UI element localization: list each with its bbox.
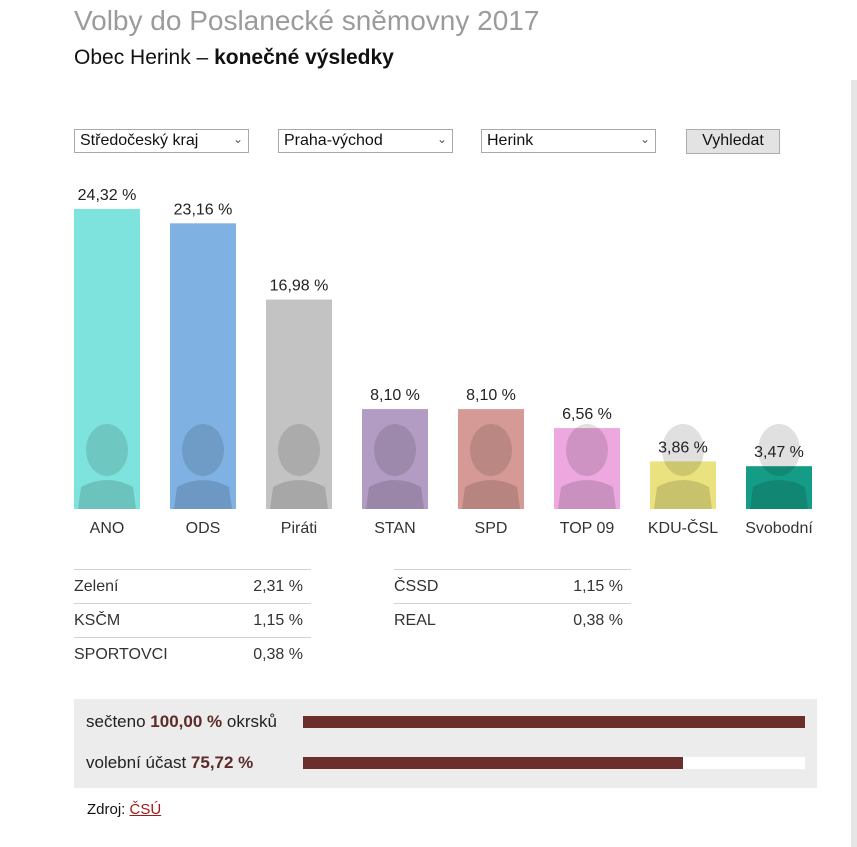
bar-value-label: 3,47 % [754, 444, 804, 461]
region-select[interactable]: Středočeský kraj ⌄ [74, 129, 249, 153]
source-label: Zdroj: [87, 801, 126, 818]
chevron-down-icon: ⌄ [639, 132, 650, 146]
district-select-value: Praha-východ [284, 132, 383, 149]
bar-value-label: 16,98 % [270, 278, 329, 295]
party-bar [458, 409, 524, 509]
page-title: Volby do Poslanecké sněmovny 2017 [74, 5, 540, 36]
turnout-label: volební účast 75,72 % [86, 753, 253, 773]
bar-category-label: ODS [186, 520, 221, 537]
party-bar [650, 461, 716, 509]
party-bar [746, 466, 812, 509]
municipality-select-value: Herink [487, 132, 534, 149]
candidate-head-icon [470, 424, 512, 476]
bar-value-label: 3,86 % [658, 439, 708, 456]
party-bar-group: 23,16 % ODS [170, 201, 236, 537]
minor-party-name: SPORTOVCI [74, 646, 168, 663]
minor-parties-left: Zelení 2,31 % KSČM 1,15 % SPORTOVCI 0,38… [74, 569, 311, 671]
party-bar [266, 299, 332, 509]
counting-status-panel: sečteno 100,00 % okrsků volební účast 75… [74, 699, 817, 788]
bar-value-label: 8,10 % [370, 387, 420, 404]
candidate-portrait-icon [366, 480, 424, 509]
minor-party-value: 0,38 % [253, 646, 303, 663]
bar-value-label: 6,56 % [562, 406, 612, 423]
minor-party-name: REAL [394, 612, 436, 629]
candidate-portrait-icon [270, 480, 328, 509]
counted-progress-fill [303, 716, 805, 728]
district-select[interactable]: Praha-východ ⌄ [278, 129, 453, 153]
minor-party-name: KSČM [74, 612, 121, 629]
source-line: Zdroj: ČSÚ [87, 801, 161, 818]
minor-party-row: REAL 0,38 % [394, 603, 631, 637]
turnout-prefix: volební účast [86, 753, 187, 772]
counted-value: 100,00 % [150, 712, 223, 731]
party-bar-group: 8,10 % STAN [362, 387, 428, 537]
minor-party-value: 1,15 % [253, 612, 303, 629]
page-edge-divider [851, 80, 857, 847]
candidate-head-icon [86, 424, 128, 476]
region-select-value: Středočeský kraj [80, 132, 199, 149]
candidate-head-icon [566, 424, 608, 476]
source-link[interactable]: ČSÚ [129, 801, 162, 818]
candidate-portrait-icon [174, 480, 232, 509]
party-bar-group: 24,32 % ANO [74, 187, 140, 537]
minor-party-name: Zelení [74, 578, 119, 595]
candidate-portrait-icon [78, 480, 136, 509]
minor-parties-right: ČSSD 1,15 % REAL 0,38 % [394, 569, 631, 637]
page-subtitle: Obec Herink – konečné výsledky [74, 46, 394, 70]
bar-category-label: ANO [90, 520, 125, 537]
party-bar-group: 6,56 % TOP 09 [554, 406, 620, 537]
counted-progress-track [303, 716, 805, 728]
counted-label: sečteno 100,00 % okrsků [86, 712, 277, 732]
party-bar-group: 8,10 % SPD [458, 387, 524, 537]
candidate-head-icon [758, 424, 800, 476]
bar-category-label: Piráti [281, 520, 317, 537]
minor-party-name: ČSSD [394, 578, 439, 595]
party-bar [74, 209, 140, 509]
bar-value-label: 8,10 % [466, 387, 516, 404]
party-bar [554, 428, 620, 509]
counted-suffix: okrsků [226, 712, 277, 731]
party-bar-group: 16,98 % Piráti [266, 278, 332, 537]
bar-value-label: 23,16 % [174, 201, 233, 218]
turnout-value: 75,72 % [190, 753, 254, 772]
candidate-head-icon [662, 424, 704, 476]
minor-party-row: ČSSD 1,15 % [394, 569, 631, 603]
bar-category-label: STAN [374, 520, 415, 537]
municipality-select[interactable]: Herink ⌄ [481, 129, 656, 153]
minor-party-row: Zelení 2,31 % [74, 569, 311, 603]
minor-party-value: 1,15 % [573, 578, 623, 595]
subtitle-status: konečné výsledky [214, 46, 394, 69]
party-bar [170, 223, 236, 509]
minor-party-value: 2,31 % [253, 578, 303, 595]
candidate-portrait-icon [654, 480, 712, 509]
chevron-down-icon: ⌄ [232, 132, 243, 146]
party-bar [362, 409, 428, 509]
candidate-portrait-icon [462, 480, 520, 509]
turnout-progress-track [303, 757, 805, 769]
party-bar-group: 3,86 % KDU-ČSL [648, 424, 718, 537]
chevron-down-icon: ⌄ [436, 132, 447, 146]
subtitle-place: Obec Herink – [74, 46, 215, 69]
counted-prefix: sečteno [86, 712, 146, 731]
bar-category-label: TOP 09 [560, 520, 615, 537]
candidate-portrait-icon [558, 480, 616, 509]
turnout-progress-fill [303, 757, 684, 769]
minor-party-row: KSČM 1,15 % [74, 603, 311, 637]
candidate-head-icon [278, 424, 320, 476]
candidate-head-icon [374, 424, 416, 476]
minor-party-value: 0,38 % [573, 612, 623, 629]
minor-party-row: SPORTOVCI 0,38 % [74, 637, 311, 671]
results-bar-chart: 24,32 % ANO 23,16 % ODS 16,98 % Piráti 8,10 % S… [74, 187, 813, 537]
bar-value-label: 24,32 % [78, 187, 137, 204]
search-button[interactable]: Vyhledat [686, 129, 780, 154]
party-bar-group: 3,47 % Svobodní [745, 424, 813, 537]
bar-category-label: KDU-ČSL [648, 518, 718, 537]
bar-category-label: SPD [475, 520, 508, 537]
candidate-head-icon [182, 424, 224, 476]
candidate-portrait-icon [750, 480, 808, 509]
bar-category-label: Svobodní [745, 520, 813, 537]
